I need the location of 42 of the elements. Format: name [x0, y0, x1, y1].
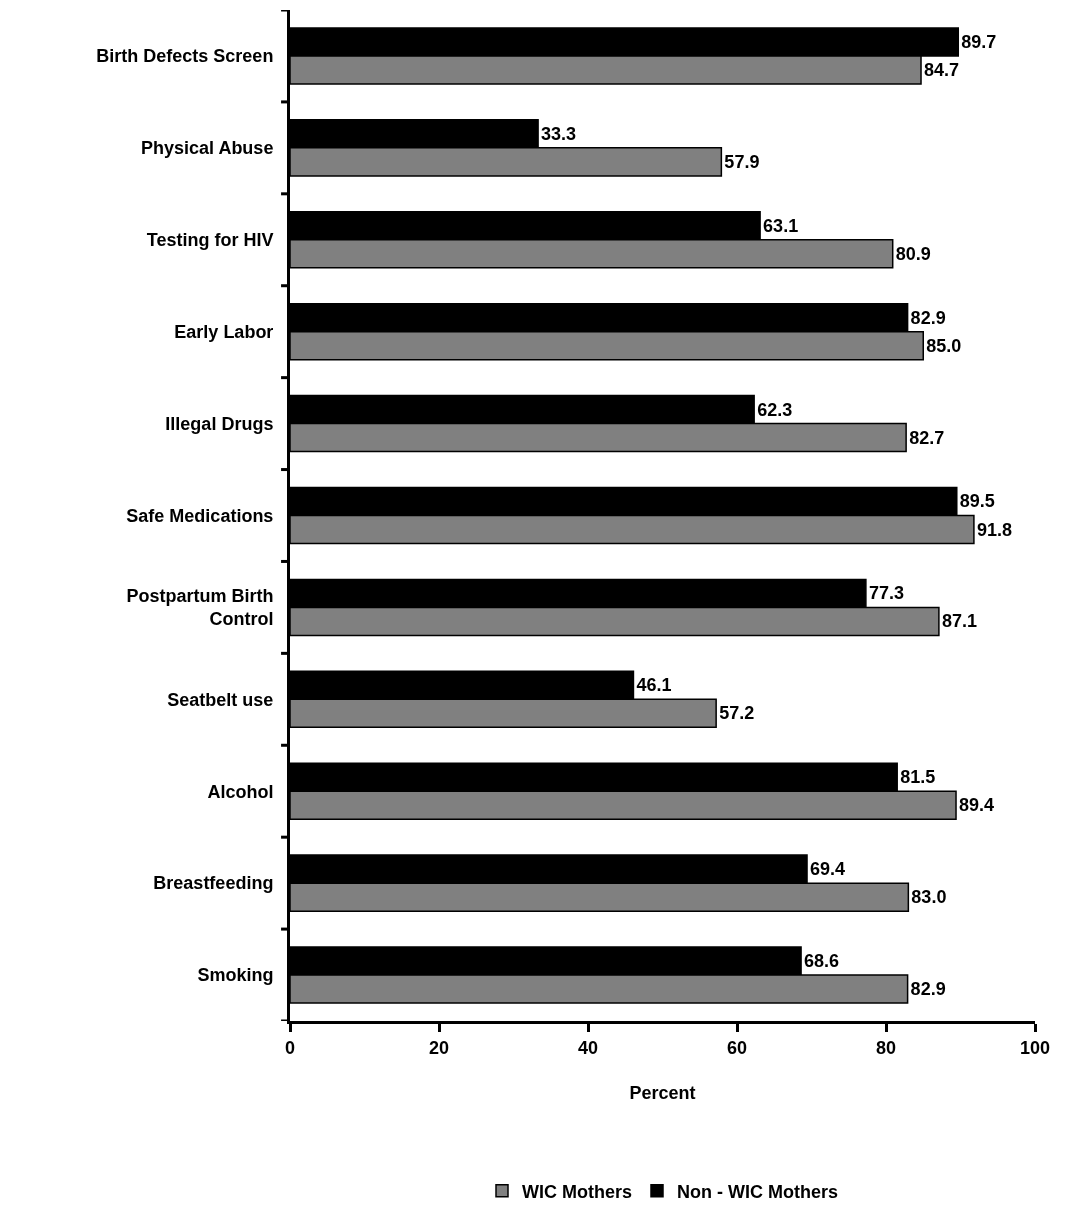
legend-label: WIC Mothers [522, 1181, 632, 1202]
data-label: 63.1 [763, 215, 799, 236]
x-tick-label: 80 [875, 1037, 897, 1058]
data-label: 82.7 [909, 427, 945, 448]
data-label: 82.9 [910, 307, 946, 328]
data-label: 91.8 [976, 519, 1012, 540]
data-label: 57.2 [719, 703, 755, 724]
data-label: 33.3 [541, 123, 577, 144]
y-tick-label: Testing for HIV [146, 230, 274, 251]
data-label: 89.5 [959, 491, 995, 512]
x-tick-label: 100 [1019, 1037, 1051, 1058]
x-tick-label: 40 [577, 1037, 599, 1058]
y-tick-label: Alcohol [207, 781, 274, 802]
y-tick-label: Smoking [197, 965, 274, 986]
data-label: 77.3 [868, 583, 904, 604]
x-tick-label: 60 [726, 1037, 748, 1058]
data-label: 85.0 [926, 335, 962, 356]
data-label: 89.7 [961, 31, 997, 52]
data-label: 89.4 [959, 795, 995, 816]
data-label: 84.7 [924, 59, 960, 80]
data-label: 80.9 [895, 243, 931, 264]
y-tick-label: Physical Abuse [141, 138, 274, 159]
x-tick-label: 0 [284, 1037, 296, 1058]
data-label: 82.9 [910, 979, 946, 1000]
data-label: 81.5 [900, 767, 936, 788]
legend-label: Non - WIC Mothers [677, 1181, 838, 1202]
data-label: 68.6 [804, 951, 840, 972]
y-tick-label: Postpartum Birth Control [126, 586, 274, 630]
y-tick-label: Safe Medications [126, 505, 274, 526]
data-label: 57.9 [724, 151, 760, 172]
x-axis-title: Percent [629, 1082, 696, 1103]
y-tick-label: Early Labor [174, 321, 274, 342]
y-tick-label: Illegal Drugs [165, 413, 274, 434]
x-tick-label: 20 [428, 1037, 450, 1058]
y-tick-label: Seatbelt use [167, 689, 274, 710]
data-label: 83.0 [911, 887, 947, 908]
data-label: 62.3 [757, 399, 793, 420]
data-label: 46.1 [636, 675, 672, 696]
y-tick-label: Breastfeeding [153, 873, 274, 894]
data-label: 69.4 [810, 859, 846, 880]
data-label: 87.1 [941, 611, 977, 632]
y-tick-label: Birth Defects Screen [96, 46, 274, 67]
